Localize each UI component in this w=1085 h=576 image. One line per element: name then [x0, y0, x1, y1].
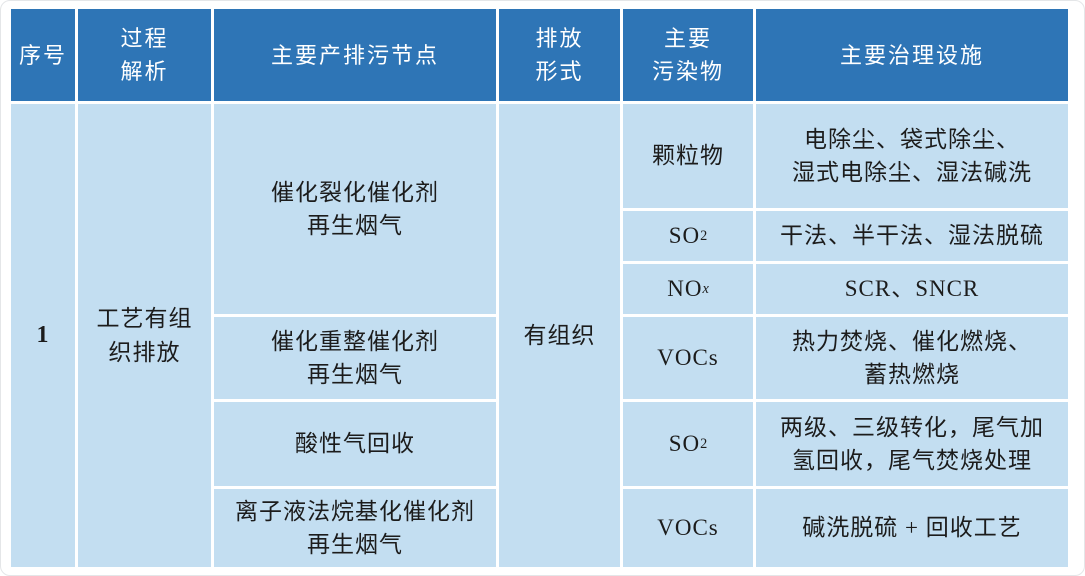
header-cell-process: 过程 解析: [78, 9, 211, 101]
pollution-table: 序号 过程 解析 主要产排污节点 排放 形式 主要 污染物 主要治理设施 1 工…: [11, 9, 1068, 567]
pollutant-base: VOCs: [657, 515, 719, 541]
cell-pollutant-vocs-2: VOCs: [623, 489, 753, 567]
cell-pollutant-so2-2: SO 2: [623, 402, 753, 486]
cell-pollutant-vocs: VOCs: [623, 317, 753, 399]
cell-treatment-incineration: 热力焚烧、催化燃烧、 蓄热燃烧: [756, 317, 1068, 399]
cell-treatment-desulfurization: 干法、半干法、湿法脱硫: [756, 211, 1068, 261]
pollutant-base: SO: [668, 431, 701, 457]
pollutant-base: SO: [668, 223, 701, 249]
header-cell-nodes: 主要产排污节点: [214, 9, 496, 101]
cell-index: 1: [11, 104, 75, 567]
cell-pollutant-nox: NO x: [623, 264, 753, 314]
cell-treatment-dust-removal: 电除尘、袋式除尘、 湿式电除尘、湿法碱洗: [756, 104, 1068, 208]
header-cell-treatment: 主要治理设施: [756, 9, 1068, 101]
cell-node-reforming-regen-flue-gas: 催化重整催化剂 再生烟气: [214, 317, 496, 399]
cell-treatment-scr-sncr: SCR、SNCR: [756, 264, 1068, 314]
cell-pollutant-pm: 颗粒物: [623, 104, 753, 208]
cell-pollutant-so2: SO 2: [623, 211, 753, 261]
cell-node-fcc-regen-flue-gas: 催化裂化催化剂 再生烟气: [214, 104, 496, 314]
header-cell-pollutant: 主要 污染物: [623, 9, 753, 101]
pollutant-base: 颗粒物: [652, 143, 724, 169]
header-cell-emission-form: 排放 形式: [499, 9, 620, 101]
pollutant-base: NO: [667, 276, 703, 302]
cell-treatment-conversion-recovery: 两级、三级转化，尾气加 氢回收，尾气焚烧处理: [756, 402, 1068, 486]
cell-process: 工艺有组 织排放: [78, 104, 211, 567]
cell-node-acid-gas-recovery: 酸性气回收: [214, 402, 496, 486]
header-cell-index: 序号: [11, 9, 75, 101]
cell-node-ionic-liquid-alkylation: 离子液法烷基化催化剂 再生烟气: [214, 489, 496, 567]
cell-treatment-alkali-wash-recovery: 碱洗脱硫 + 回收工艺: [756, 489, 1068, 567]
pollutant-base: VOCs: [657, 345, 719, 371]
cell-emission-form: 有组织: [499, 104, 620, 567]
